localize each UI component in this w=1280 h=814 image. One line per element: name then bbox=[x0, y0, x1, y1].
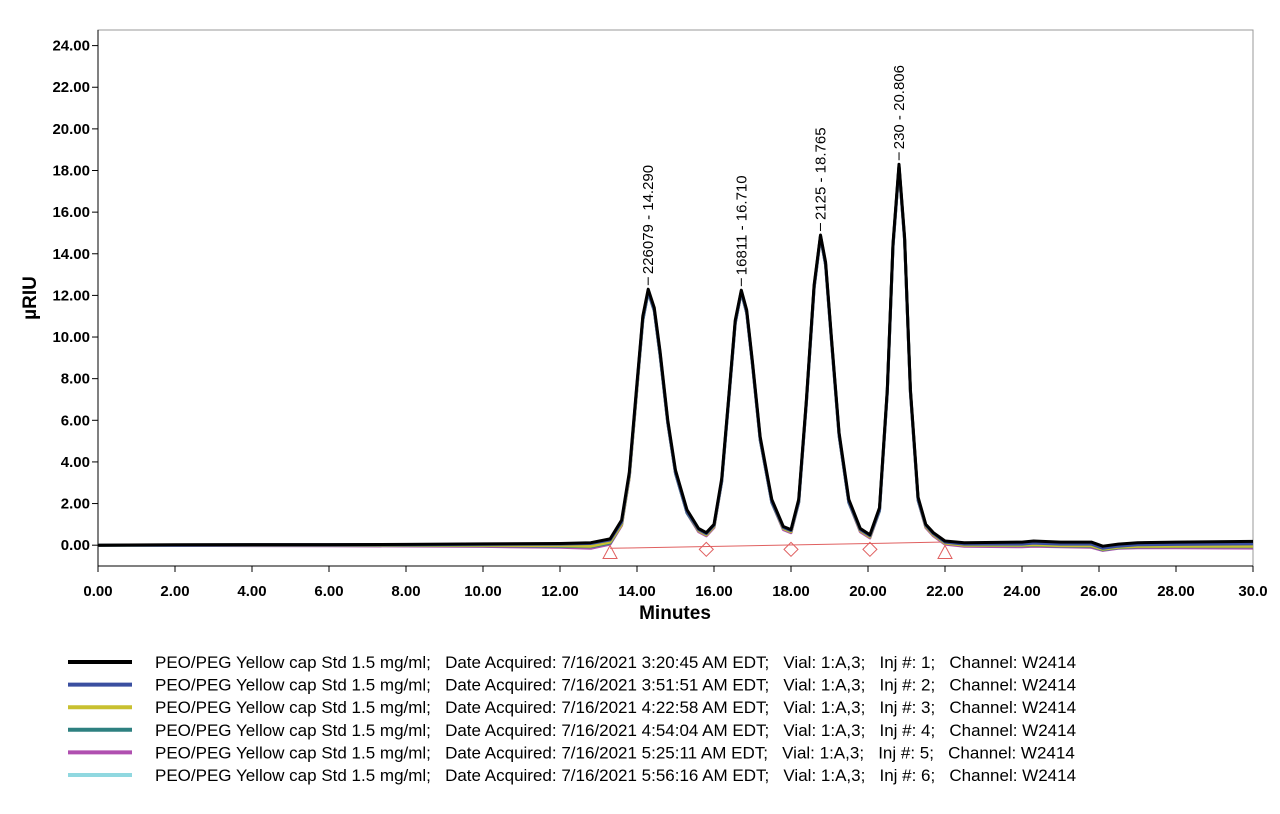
x-tick-label: 24.00 bbox=[1003, 583, 1041, 600]
integration-mark bbox=[783, 541, 799, 558]
integration-mark bbox=[862, 541, 878, 558]
integration-mark bbox=[937, 544, 953, 559]
y-tick-label: 16.00 bbox=[52, 204, 90, 221]
x-tick-label: 18.00 bbox=[772, 583, 810, 600]
legend-label: PEO/PEG Yellow cap Std 1.5 mg/ml; Date A… bbox=[155, 698, 1076, 717]
x-axis-title: Minutes bbox=[639, 603, 711, 624]
y-tick-label: 18.00 bbox=[52, 163, 90, 180]
series-line bbox=[97, 165, 1254, 552]
plot-frame bbox=[97, 29, 1254, 567]
legend-label: PEO/PEG Yellow cap Std 1.5 mg/ml; Date A… bbox=[155, 676, 1076, 695]
series-line bbox=[97, 162, 1254, 548]
peak-label: 226079 - 14.290 bbox=[640, 165, 657, 274]
integration-mark bbox=[602, 544, 618, 559]
x-tick-label: 0.00 bbox=[83, 583, 112, 600]
x-tick-label: 16.00 bbox=[695, 583, 733, 600]
series-line bbox=[98, 164, 1254, 552]
y-tick-label: 14.00 bbox=[52, 246, 90, 263]
x-tick-label: 14.00 bbox=[618, 583, 656, 600]
y-tick-label: 24.00 bbox=[52, 38, 90, 55]
integration-mark bbox=[698, 541, 715, 558]
peak-label: 16811 - 16.710 bbox=[733, 175, 750, 275]
y-tick-label: 8.00 bbox=[61, 371, 90, 388]
peak-label: 230 - 20.806 bbox=[891, 65, 908, 149]
y-tick-label: 4.00 bbox=[61, 454, 90, 471]
x-tick-label: 20.00 bbox=[849, 583, 887, 600]
x-tick-label: 4.00 bbox=[237, 583, 266, 600]
x-tick-label: 10.00 bbox=[464, 583, 502, 600]
y-tick-label: 22.00 bbox=[52, 79, 90, 96]
legend-label: PEO/PEG Yellow cap Std 1.5 mg/ml; Date A… bbox=[155, 766, 1076, 785]
x-tick-label: 2.00 bbox=[160, 583, 189, 600]
x-tick-label: 12.00 bbox=[541, 583, 579, 600]
series-line bbox=[97, 164, 1253, 551]
series-line bbox=[97, 164, 1254, 550]
x-tick-label: 22.00 bbox=[926, 583, 964, 600]
peak-label: 2125 - 18.765 bbox=[812, 127, 829, 220]
y-tick-label: 0.00 bbox=[61, 537, 90, 554]
legend-label: PEO/PEG Yellow cap Std 1.5 mg/ml; Date A… bbox=[155, 743, 1075, 762]
x-tick-label: 26.00 bbox=[1080, 583, 1118, 600]
x-tick-label: 30.0 bbox=[1238, 583, 1267, 600]
legend-label: PEO/PEG Yellow cap Std 1.5 mg/ml; Date A… bbox=[155, 653, 1076, 672]
y-tick-label: 2.00 bbox=[61, 496, 90, 513]
y-tick-label: 20.00 bbox=[52, 121, 90, 138]
baseline bbox=[610, 541, 946, 549]
x-tick-label: 28.00 bbox=[1157, 583, 1195, 600]
x-tick-label: 6.00 bbox=[314, 583, 343, 600]
y-tick-label: 12.00 bbox=[52, 287, 90, 304]
series-line bbox=[98, 165, 1254, 552]
y-tick-label: 6.00 bbox=[61, 412, 90, 429]
y-tick-label: 10.00 bbox=[52, 329, 90, 346]
legend-label: PEO/PEG Yellow cap Std 1.5 mg/ml; Date A… bbox=[155, 721, 1076, 740]
x-tick-label: 8.00 bbox=[391, 583, 420, 600]
y-axis-title: µRIU bbox=[20, 276, 41, 320]
